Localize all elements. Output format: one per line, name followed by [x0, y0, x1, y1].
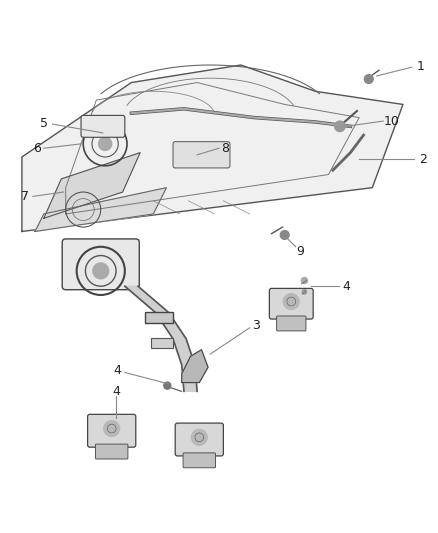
Circle shape: [283, 294, 299, 310]
FancyBboxPatch shape: [95, 444, 128, 459]
Circle shape: [335, 121, 345, 132]
FancyBboxPatch shape: [81, 115, 125, 138]
Text: 4: 4: [342, 280, 350, 293]
Polygon shape: [125, 286, 197, 391]
FancyBboxPatch shape: [269, 288, 313, 319]
Text: 4: 4: [112, 385, 120, 398]
Circle shape: [104, 421, 120, 437]
FancyBboxPatch shape: [145, 312, 173, 324]
Circle shape: [364, 75, 373, 84]
Circle shape: [93, 263, 109, 279]
FancyBboxPatch shape: [183, 453, 215, 468]
Polygon shape: [44, 152, 140, 219]
Text: 8: 8: [222, 142, 230, 155]
FancyBboxPatch shape: [88, 414, 136, 447]
FancyBboxPatch shape: [277, 316, 306, 331]
Text: 1: 1: [417, 60, 424, 73]
Text: 9: 9: [296, 245, 304, 257]
Text: 3: 3: [252, 319, 260, 332]
Text: 10: 10: [384, 115, 400, 127]
FancyBboxPatch shape: [175, 423, 223, 456]
FancyBboxPatch shape: [151, 338, 173, 348]
Text: 5: 5: [40, 117, 48, 130]
Text: 4: 4: [113, 364, 121, 377]
Circle shape: [164, 382, 171, 389]
Text: 2: 2: [419, 152, 427, 166]
FancyBboxPatch shape: [62, 239, 139, 290]
Circle shape: [99, 138, 112, 150]
Circle shape: [191, 430, 207, 445]
Polygon shape: [22, 65, 403, 231]
FancyBboxPatch shape: [173, 142, 230, 168]
Circle shape: [280, 231, 289, 239]
Text: 6: 6: [33, 142, 41, 155]
Text: 7: 7: [21, 190, 29, 203]
Polygon shape: [182, 350, 208, 383]
Polygon shape: [35, 188, 166, 231]
Circle shape: [302, 290, 307, 294]
Circle shape: [301, 278, 307, 284]
